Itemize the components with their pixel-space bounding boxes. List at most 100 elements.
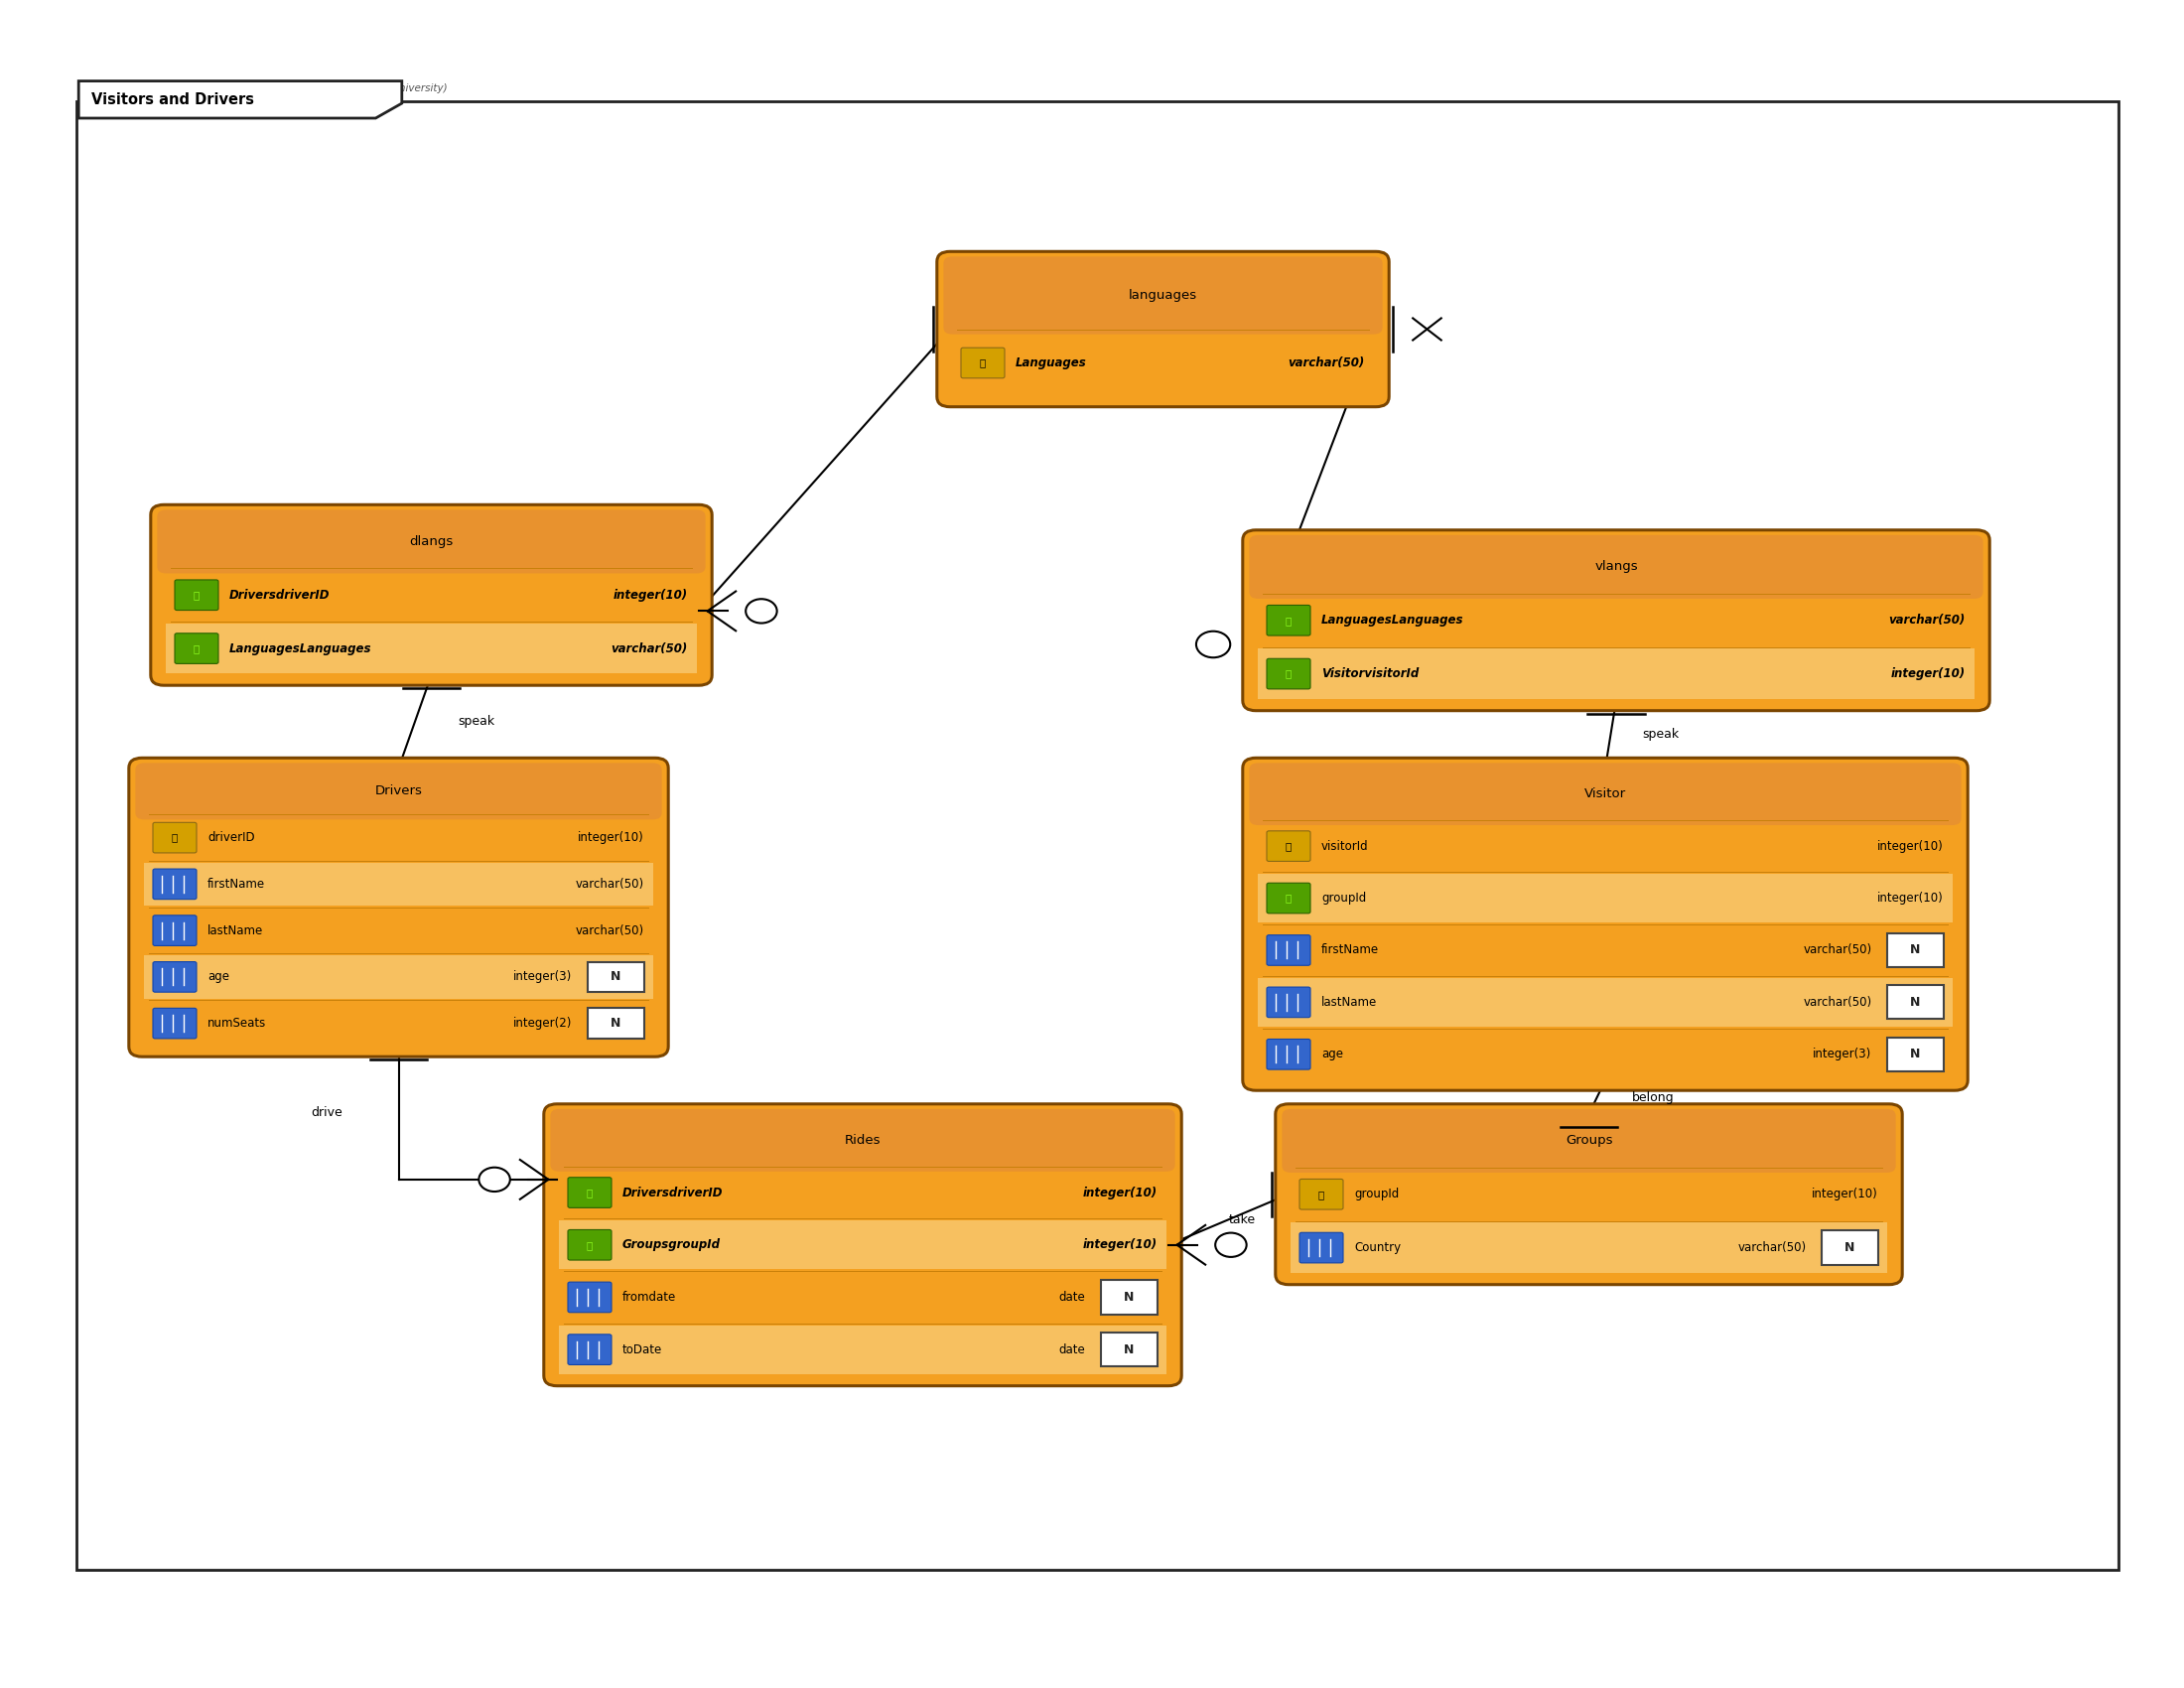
Text: Visual Paradigm for UML Standard Edition(James Madison University): Visual Paradigm for UML Standard Edition…: [92, 83, 448, 93]
Polygon shape: [79, 81, 402, 118]
FancyBboxPatch shape: [1267, 658, 1310, 689]
Text: integer(10): integer(10): [1083, 1187, 1158, 1198]
Text: fromdate: fromdate: [622, 1291, 677, 1303]
FancyBboxPatch shape: [151, 505, 712, 685]
Text: varchar(50): varchar(50): [1289, 356, 1365, 370]
Text: 🔑: 🔑: [1286, 668, 1291, 679]
FancyBboxPatch shape: [961, 348, 1005, 378]
FancyBboxPatch shape: [587, 1008, 644, 1038]
Text: lastName: lastName: [1321, 996, 1378, 1009]
Bar: [559, 1325, 1166, 1374]
Text: LanguagesLanguages: LanguagesLanguages: [229, 641, 371, 655]
Text: varchar(50): varchar(50): [1738, 1241, 1806, 1254]
Text: integer(2): integer(2): [513, 1016, 572, 1030]
FancyBboxPatch shape: [153, 962, 197, 993]
Text: date: date: [1059, 1344, 1085, 1355]
FancyBboxPatch shape: [153, 1008, 197, 1038]
Circle shape: [1197, 631, 1230, 658]
Text: 🔑: 🔑: [981, 358, 985, 368]
Text: varchar(50): varchar(50): [612, 641, 688, 655]
FancyBboxPatch shape: [153, 869, 197, 900]
Text: N: N: [612, 1016, 620, 1030]
FancyBboxPatch shape: [1267, 935, 1310, 966]
FancyBboxPatch shape: [1267, 604, 1310, 636]
Text: 🔑: 🔑: [587, 1241, 592, 1249]
Text: age: age: [1321, 1048, 1343, 1060]
FancyBboxPatch shape: [1243, 530, 1990, 711]
FancyBboxPatch shape: [1249, 535, 1983, 599]
FancyBboxPatch shape: [157, 510, 705, 574]
Bar: [1258, 648, 1974, 699]
FancyBboxPatch shape: [550, 1109, 1175, 1171]
Text: speak: speak: [1642, 728, 1679, 741]
FancyBboxPatch shape: [587, 962, 644, 993]
FancyBboxPatch shape: [568, 1283, 612, 1313]
FancyBboxPatch shape: [135, 763, 662, 820]
Text: DriversdriverID: DriversdriverID: [229, 589, 330, 601]
FancyBboxPatch shape: [568, 1229, 612, 1259]
Text: LanguagesLanguages: LanguagesLanguages: [1321, 614, 1463, 626]
Text: integer(10): integer(10): [614, 589, 688, 601]
FancyBboxPatch shape: [568, 1334, 612, 1364]
FancyBboxPatch shape: [1267, 987, 1310, 1018]
Text: Visitor: Visitor: [1583, 788, 1627, 800]
Text: varchar(50): varchar(50): [1804, 996, 1872, 1009]
Bar: [1258, 977, 1952, 1026]
Text: 🔑: 🔑: [587, 1188, 592, 1197]
Text: integer(3): integer(3): [1813, 1048, 1872, 1060]
Bar: [1291, 1222, 1887, 1273]
FancyBboxPatch shape: [1243, 758, 1968, 1090]
Text: varchar(50): varchar(50): [1889, 614, 1966, 626]
FancyBboxPatch shape: [1887, 1038, 1944, 1072]
FancyBboxPatch shape: [1887, 986, 1944, 1020]
FancyBboxPatch shape: [76, 101, 2118, 1570]
Text: N: N: [1125, 1344, 1133, 1355]
Text: varchar(50): varchar(50): [1804, 944, 1872, 957]
Text: toDate: toDate: [622, 1344, 662, 1355]
FancyBboxPatch shape: [1101, 1332, 1158, 1367]
Text: Groups: Groups: [1566, 1134, 1612, 1148]
Circle shape: [478, 1168, 511, 1192]
Text: 🔑: 🔑: [173, 832, 177, 842]
Text: 🔑: 🔑: [194, 643, 199, 653]
Text: dlangs: dlangs: [408, 535, 454, 549]
Text: integer(10): integer(10): [579, 830, 644, 844]
Text: GroupsgroupId: GroupsgroupId: [622, 1239, 721, 1251]
Text: 🔑: 🔑: [1319, 1190, 1324, 1198]
Text: take: take: [1227, 1214, 1256, 1225]
Text: 🔑: 🔑: [1286, 893, 1291, 903]
Text: N: N: [1845, 1241, 1854, 1254]
Text: groupId: groupId: [1354, 1188, 1400, 1200]
Text: date: date: [1059, 1291, 1085, 1303]
FancyBboxPatch shape: [153, 915, 197, 945]
FancyBboxPatch shape: [129, 758, 668, 1057]
Text: N: N: [1911, 944, 1920, 957]
FancyBboxPatch shape: [568, 1178, 612, 1209]
Bar: [144, 955, 653, 999]
Text: integer(10): integer(10): [1878, 839, 1944, 852]
Text: firstName: firstName: [207, 878, 264, 891]
Text: varchar(50): varchar(50): [577, 923, 644, 937]
Bar: [559, 1220, 1166, 1269]
Text: integer(10): integer(10): [1813, 1188, 1878, 1200]
FancyBboxPatch shape: [175, 633, 218, 663]
Text: 🔑: 🔑: [1286, 841, 1291, 851]
FancyBboxPatch shape: [1249, 763, 1961, 825]
Text: driverID: driverID: [207, 830, 256, 844]
Text: speak: speak: [459, 716, 494, 728]
Bar: [144, 863, 653, 905]
Text: 🔑: 🔑: [1286, 616, 1291, 625]
Bar: [1258, 874, 1952, 922]
Text: DriversdriverID: DriversdriverID: [622, 1187, 723, 1198]
Text: integer(10): integer(10): [1878, 891, 1944, 905]
Text: languages: languages: [1129, 289, 1197, 302]
Text: age: age: [207, 971, 229, 984]
Circle shape: [745, 599, 778, 623]
FancyBboxPatch shape: [937, 252, 1389, 407]
FancyBboxPatch shape: [79, 103, 2116, 1568]
FancyBboxPatch shape: [544, 1104, 1182, 1386]
FancyBboxPatch shape: [1267, 830, 1310, 861]
FancyBboxPatch shape: [1299, 1180, 1343, 1210]
FancyBboxPatch shape: [153, 822, 197, 852]
Text: Drivers: Drivers: [376, 785, 422, 798]
